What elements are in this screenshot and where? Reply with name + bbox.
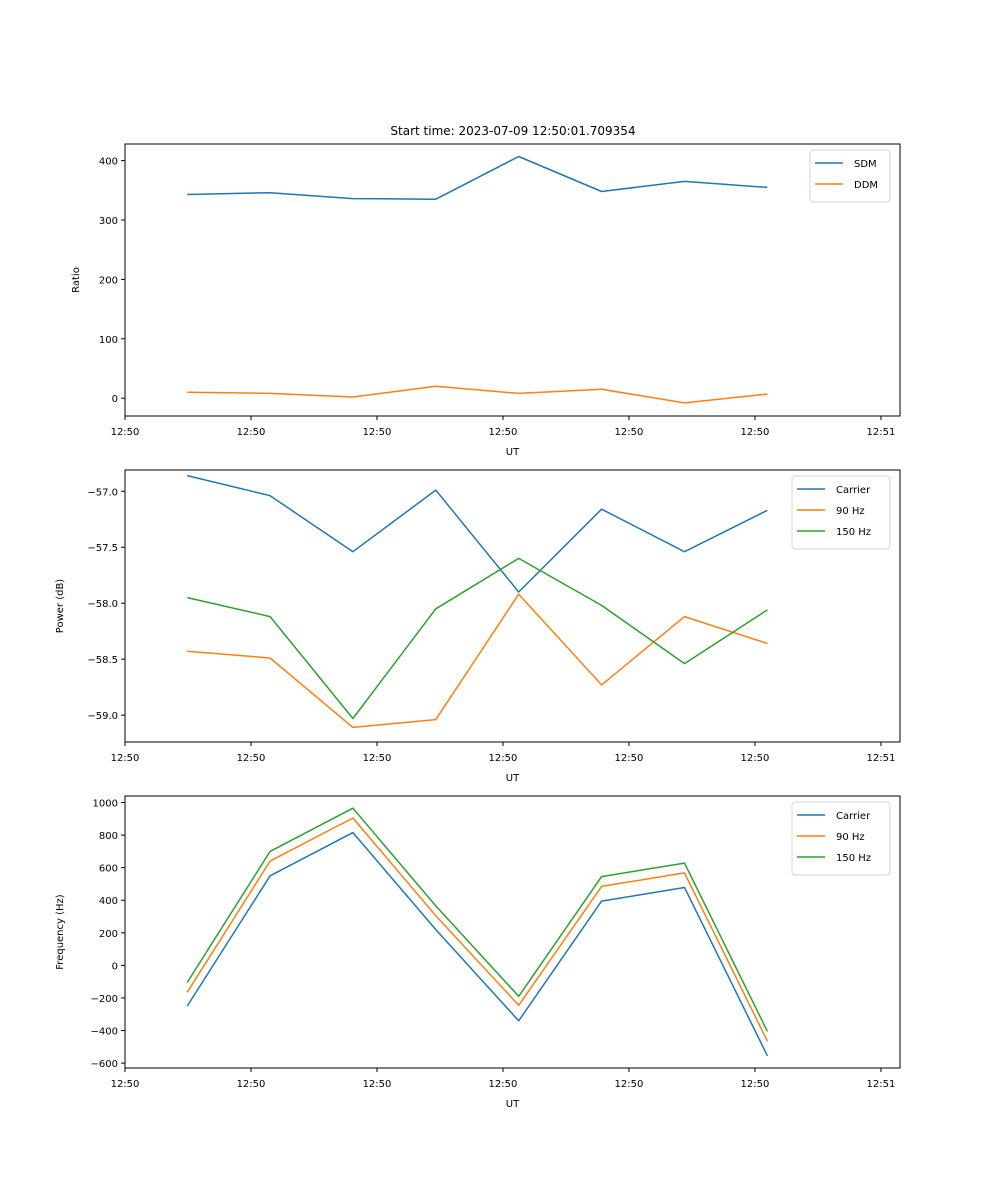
frequency-x-tick-label: 12:50 bbox=[363, 1079, 392, 1090]
power-x-tick-label: 12:51 bbox=[867, 753, 896, 764]
frequency-x-tick-label: 12:50 bbox=[111, 1079, 140, 1090]
power-y-tick-label: −58.0 bbox=[87, 599, 118, 610]
frequency-legend-label: Carrier bbox=[836, 811, 871, 822]
frequency-y-tick-label: 600 bbox=[99, 864, 118, 875]
power-y-tick-label: −59.0 bbox=[87, 711, 118, 722]
frequency-x-tick-label: 12:50 bbox=[741, 1079, 770, 1090]
ratio-axes-frame bbox=[124, 143, 901, 417]
frequency-x-tick-label: 12:50 bbox=[489, 1079, 518, 1090]
ratio-y-tick-label: 100 bbox=[99, 335, 118, 346]
power-series-carrier-line bbox=[187, 474, 768, 593]
ratio-x-tick-label: 12:50 bbox=[363, 427, 392, 438]
ratio-x-axis-label: UT bbox=[506, 447, 520, 458]
frequency-x-tick-label: 12:51 bbox=[867, 1079, 896, 1090]
power-x-tick-label: 12:50 bbox=[363, 753, 392, 764]
frequency-series-carrier-line bbox=[186, 831, 769, 1057]
power-legend: Carrier 90 Hz 150 Hz bbox=[791, 475, 891, 550]
frequency-legend-label: 150 Hz bbox=[836, 853, 871, 864]
power-y-tick-label: −57.0 bbox=[87, 487, 118, 498]
ratio-panel: 12:50 12:50 12:50 12:50 12:50 12:50 12:51 0 100 2… bbox=[71, 143, 901, 458]
power-legend-label: 90 Hz bbox=[836, 506, 865, 517]
ratio-y-tick-label: 300 bbox=[99, 216, 118, 227]
ratio-x-tick-label: 12:50 bbox=[237, 427, 266, 438]
ratio-x-tick-label: 12:50 bbox=[615, 427, 644, 438]
ratio-series-ddm-line bbox=[187, 385, 768, 404]
frequency-y-tick-label: −400 bbox=[91, 1027, 118, 1038]
power-x-axis-label: UT bbox=[506, 773, 520, 784]
power-legend-label: 150 Hz bbox=[836, 527, 871, 538]
ratio-y-axis-label: Ratio bbox=[71, 267, 82, 293]
frequency-panel: 12:50 12:50 12:50 12:50 12:50 12:50 12:51 −600 −… bbox=[55, 795, 901, 1110]
power-x-tick-label: 12:50 bbox=[615, 753, 644, 764]
frequency-y-tick-label: 1000 bbox=[93, 799, 118, 810]
ratio-legend-label: DDM bbox=[854, 180, 878, 191]
power-x-tick-label: 12:50 bbox=[111, 753, 140, 764]
frequency-x-tick-label: 12:50 bbox=[615, 1079, 644, 1090]
chart-title: Start time: 2023-07-09 12:50:01.709354 bbox=[390, 124, 635, 138]
ratio-x-tick-label: 12:51 bbox=[867, 427, 896, 438]
power-x-tick-label: 12:50 bbox=[237, 753, 266, 764]
power-panel: 12:50 12:50 12:50 12:50 12:50 12:50 12:51 −59.0… bbox=[55, 469, 901, 784]
frequency-series-90-hz-line bbox=[186, 817, 769, 1042]
power-y-tick-label: −57.5 bbox=[87, 543, 118, 554]
ratio-x-tick-label: 12:50 bbox=[111, 427, 140, 438]
ratio-legend: SDM DDM bbox=[809, 149, 891, 203]
frequency-y-tick-label: −200 bbox=[91, 994, 118, 1005]
frequency-y-tick-label: 0 bbox=[112, 961, 118, 972]
power-y-axis-label: Power (dB) bbox=[55, 579, 66, 634]
frequency-y-tick-label: 200 bbox=[99, 929, 118, 940]
frequency-legend: Carrier 90 Hz 150 Hz bbox=[791, 801, 891, 876]
ratio-x-tick-label: 12:50 bbox=[741, 427, 770, 438]
power-legend-label: Carrier bbox=[836, 485, 871, 496]
frequency-axes-frame bbox=[124, 795, 901, 1069]
power-axes-frame bbox=[124, 469, 901, 743]
power-series-150-hz-line bbox=[187, 557, 768, 720]
ratio-y-tick-label: 0 bbox=[112, 394, 118, 405]
power-y-tick-label: −58.5 bbox=[87, 655, 118, 666]
frequency-series-150-hz-line bbox=[186, 807, 769, 1032]
frequency-y-tick-label: 800 bbox=[99, 831, 118, 842]
frequency-y-axis-label: Frequency (Hz) bbox=[55, 894, 66, 970]
power-series-90-hz-line bbox=[187, 593, 768, 729]
ratio-legend-box bbox=[809, 149, 891, 203]
ratio-x-tick-label: 12:50 bbox=[489, 427, 518, 438]
frequency-x-tick-label: 12:50 bbox=[237, 1079, 266, 1090]
ratio-legend-label: SDM bbox=[854, 159, 877, 170]
frequency-legend-label: 90 Hz bbox=[836, 832, 865, 843]
power-x-tick-label: 12:50 bbox=[489, 753, 518, 764]
ratio-series-sdm-line bbox=[187, 155, 768, 200]
frequency-x-axis-label: UT bbox=[506, 1099, 520, 1110]
frequency-y-tick-label: −600 bbox=[91, 1059, 118, 1070]
ratio-y-tick-label: 400 bbox=[99, 157, 118, 168]
ratio-y-tick-label: 200 bbox=[99, 275, 118, 286]
power-x-tick-label: 12:50 bbox=[741, 753, 770, 764]
frequency-y-tick-label: 400 bbox=[99, 896, 118, 907]
